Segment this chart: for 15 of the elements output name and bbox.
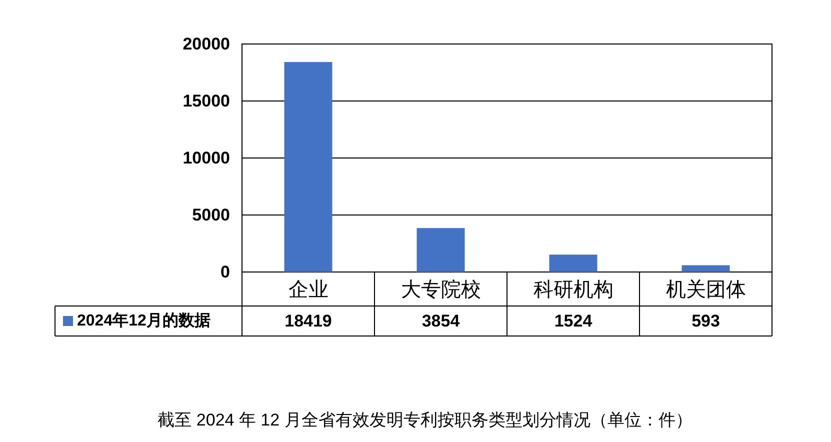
- x-tick-label: 企业: [288, 279, 328, 301]
- data-label: 3854: [422, 312, 460, 330]
- data-label: 18419: [284, 312, 332, 330]
- y-tick-label: 20000: [182, 34, 230, 54]
- x-tick-label: 机关团体: [666, 279, 746, 301]
- data-label: 593: [692, 312, 720, 330]
- y-tick-label: 10000: [182, 148, 230, 168]
- y-tick-label: 0: [220, 262, 230, 282]
- data-label: 1524: [554, 312, 593, 330]
- text: 截至 2024 年 12 月全省有效发明专利按职务类型划分情况（单位：件）: [158, 410, 692, 430]
- y-tick-label: 15000: [182, 92, 230, 110]
- legend-label: 2024年12月的数据: [77, 312, 210, 330]
- x-tick-label: 大专院校: [400, 279, 481, 301]
- x-tick-label: 科研机构: [533, 279, 614, 301]
- y-tick-label: 5000: [192, 206, 230, 224]
